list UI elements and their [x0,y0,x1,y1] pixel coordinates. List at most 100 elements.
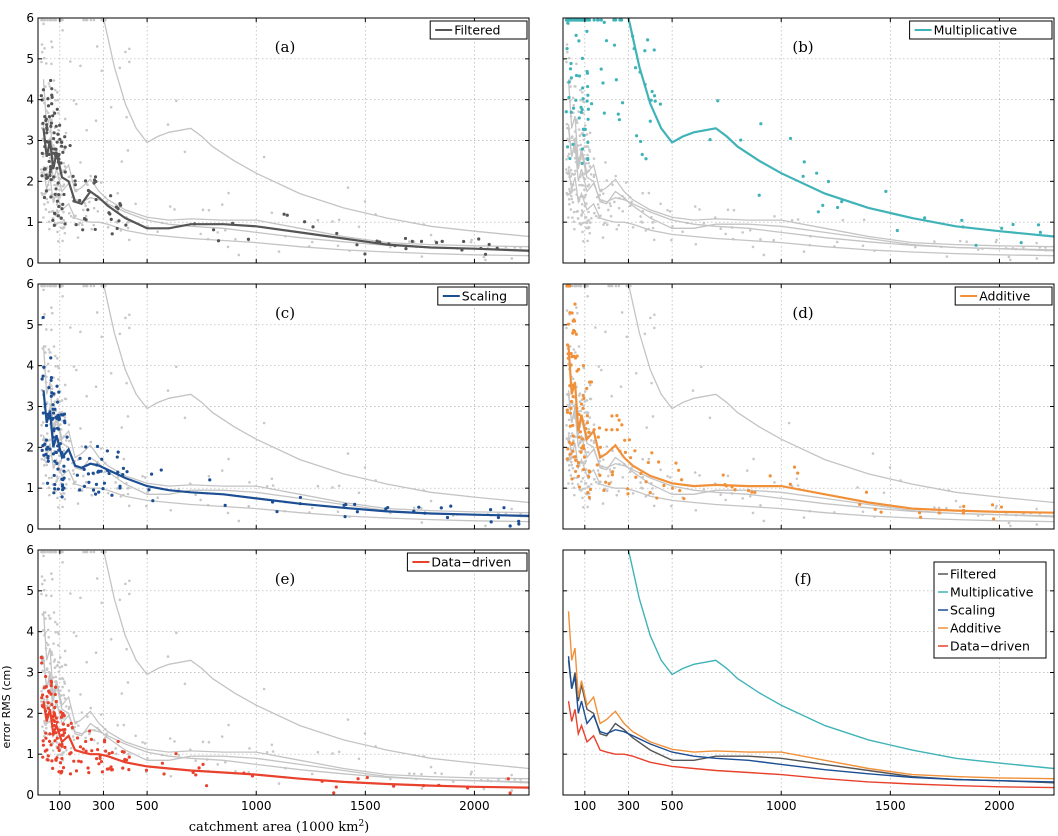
background-point [592,175,596,179]
background-point [41,137,44,141]
data-point [81,747,85,751]
background-point [613,200,616,204]
data-point [488,508,493,512]
data-point [99,469,103,473]
background-point [50,210,53,213]
data-point [445,515,450,520]
data-point [52,491,56,495]
background-point [693,205,697,208]
data-point [49,195,53,199]
background-point [659,468,662,472]
legend: Filtered [429,20,528,40]
background-point [748,228,752,232]
background-point [82,18,85,22]
background-point [45,197,49,201]
data-point [55,166,59,170]
data-point [110,232,114,236]
data-point [41,374,45,378]
background-point [451,780,455,783]
background-point [565,157,568,161]
data-point [160,761,165,765]
background-point [40,284,43,288]
background-point [227,723,230,727]
data-point [419,239,424,243]
background-point [57,660,60,664]
background-point [124,582,127,586]
background-point [590,482,593,486]
background-point [57,239,60,243]
data-point [50,87,54,91]
data-point [40,151,44,156]
background-point [615,227,619,231]
background-point [617,223,621,227]
background-point [965,240,968,243]
background-point [89,440,93,444]
background-point [583,145,586,148]
data-point [602,488,606,492]
background-curve [567,434,1054,523]
data-point [275,509,279,514]
data-point [53,111,57,115]
background-point [566,403,569,407]
background-point [45,704,49,708]
data-point [581,393,585,397]
background-point [126,149,130,152]
data-point [59,413,64,417]
background-point [724,498,727,502]
background-point [429,765,433,769]
y-tick-label: 3 [26,134,34,148]
background-point [610,284,614,288]
data-point [565,18,570,22]
data-point [595,463,599,467]
background-point [41,155,45,158]
background-point [614,284,618,288]
data-point [55,384,59,388]
data-point [375,239,379,243]
data-point [721,473,725,477]
background-point [1009,258,1012,262]
background-point [608,202,612,205]
data-point [51,411,56,415]
background-point [575,306,578,309]
background-point [583,487,587,490]
background-point [227,191,230,195]
background-curve [567,394,1054,518]
background-point [573,493,576,497]
y-tick-label: 1 [26,747,34,761]
background-point [78,221,82,225]
background-point [175,631,178,635]
background-point [42,288,45,292]
background-point [42,18,46,22]
background-point [51,749,55,752]
background-point [600,368,603,372]
data-point [617,418,621,422]
background-point [134,734,137,738]
background-point [199,232,202,236]
y-tick-label: 4 [26,359,34,373]
y-tick-label: 2 [26,174,34,188]
background-curve [627,284,1054,504]
background-point [51,577,54,581]
background-point [96,209,100,213]
background-point [420,787,424,790]
data-point [962,504,966,508]
background-point [89,284,93,288]
background-point [61,28,64,32]
x-axis-label-close: ) [364,820,369,835]
data-point [670,486,675,490]
background-point [46,111,50,115]
background-point [602,192,605,195]
background-point [109,105,113,109]
background-point [55,480,58,483]
data-point [923,216,927,220]
background-point [668,210,672,213]
data-point [61,728,65,732]
background-point [75,368,78,372]
background-point [1035,241,1038,245]
data-point [56,132,60,136]
background-point [41,50,44,54]
background-point [644,495,648,498]
background-point [666,208,669,212]
background-point [585,221,589,225]
background-point [83,202,87,205]
